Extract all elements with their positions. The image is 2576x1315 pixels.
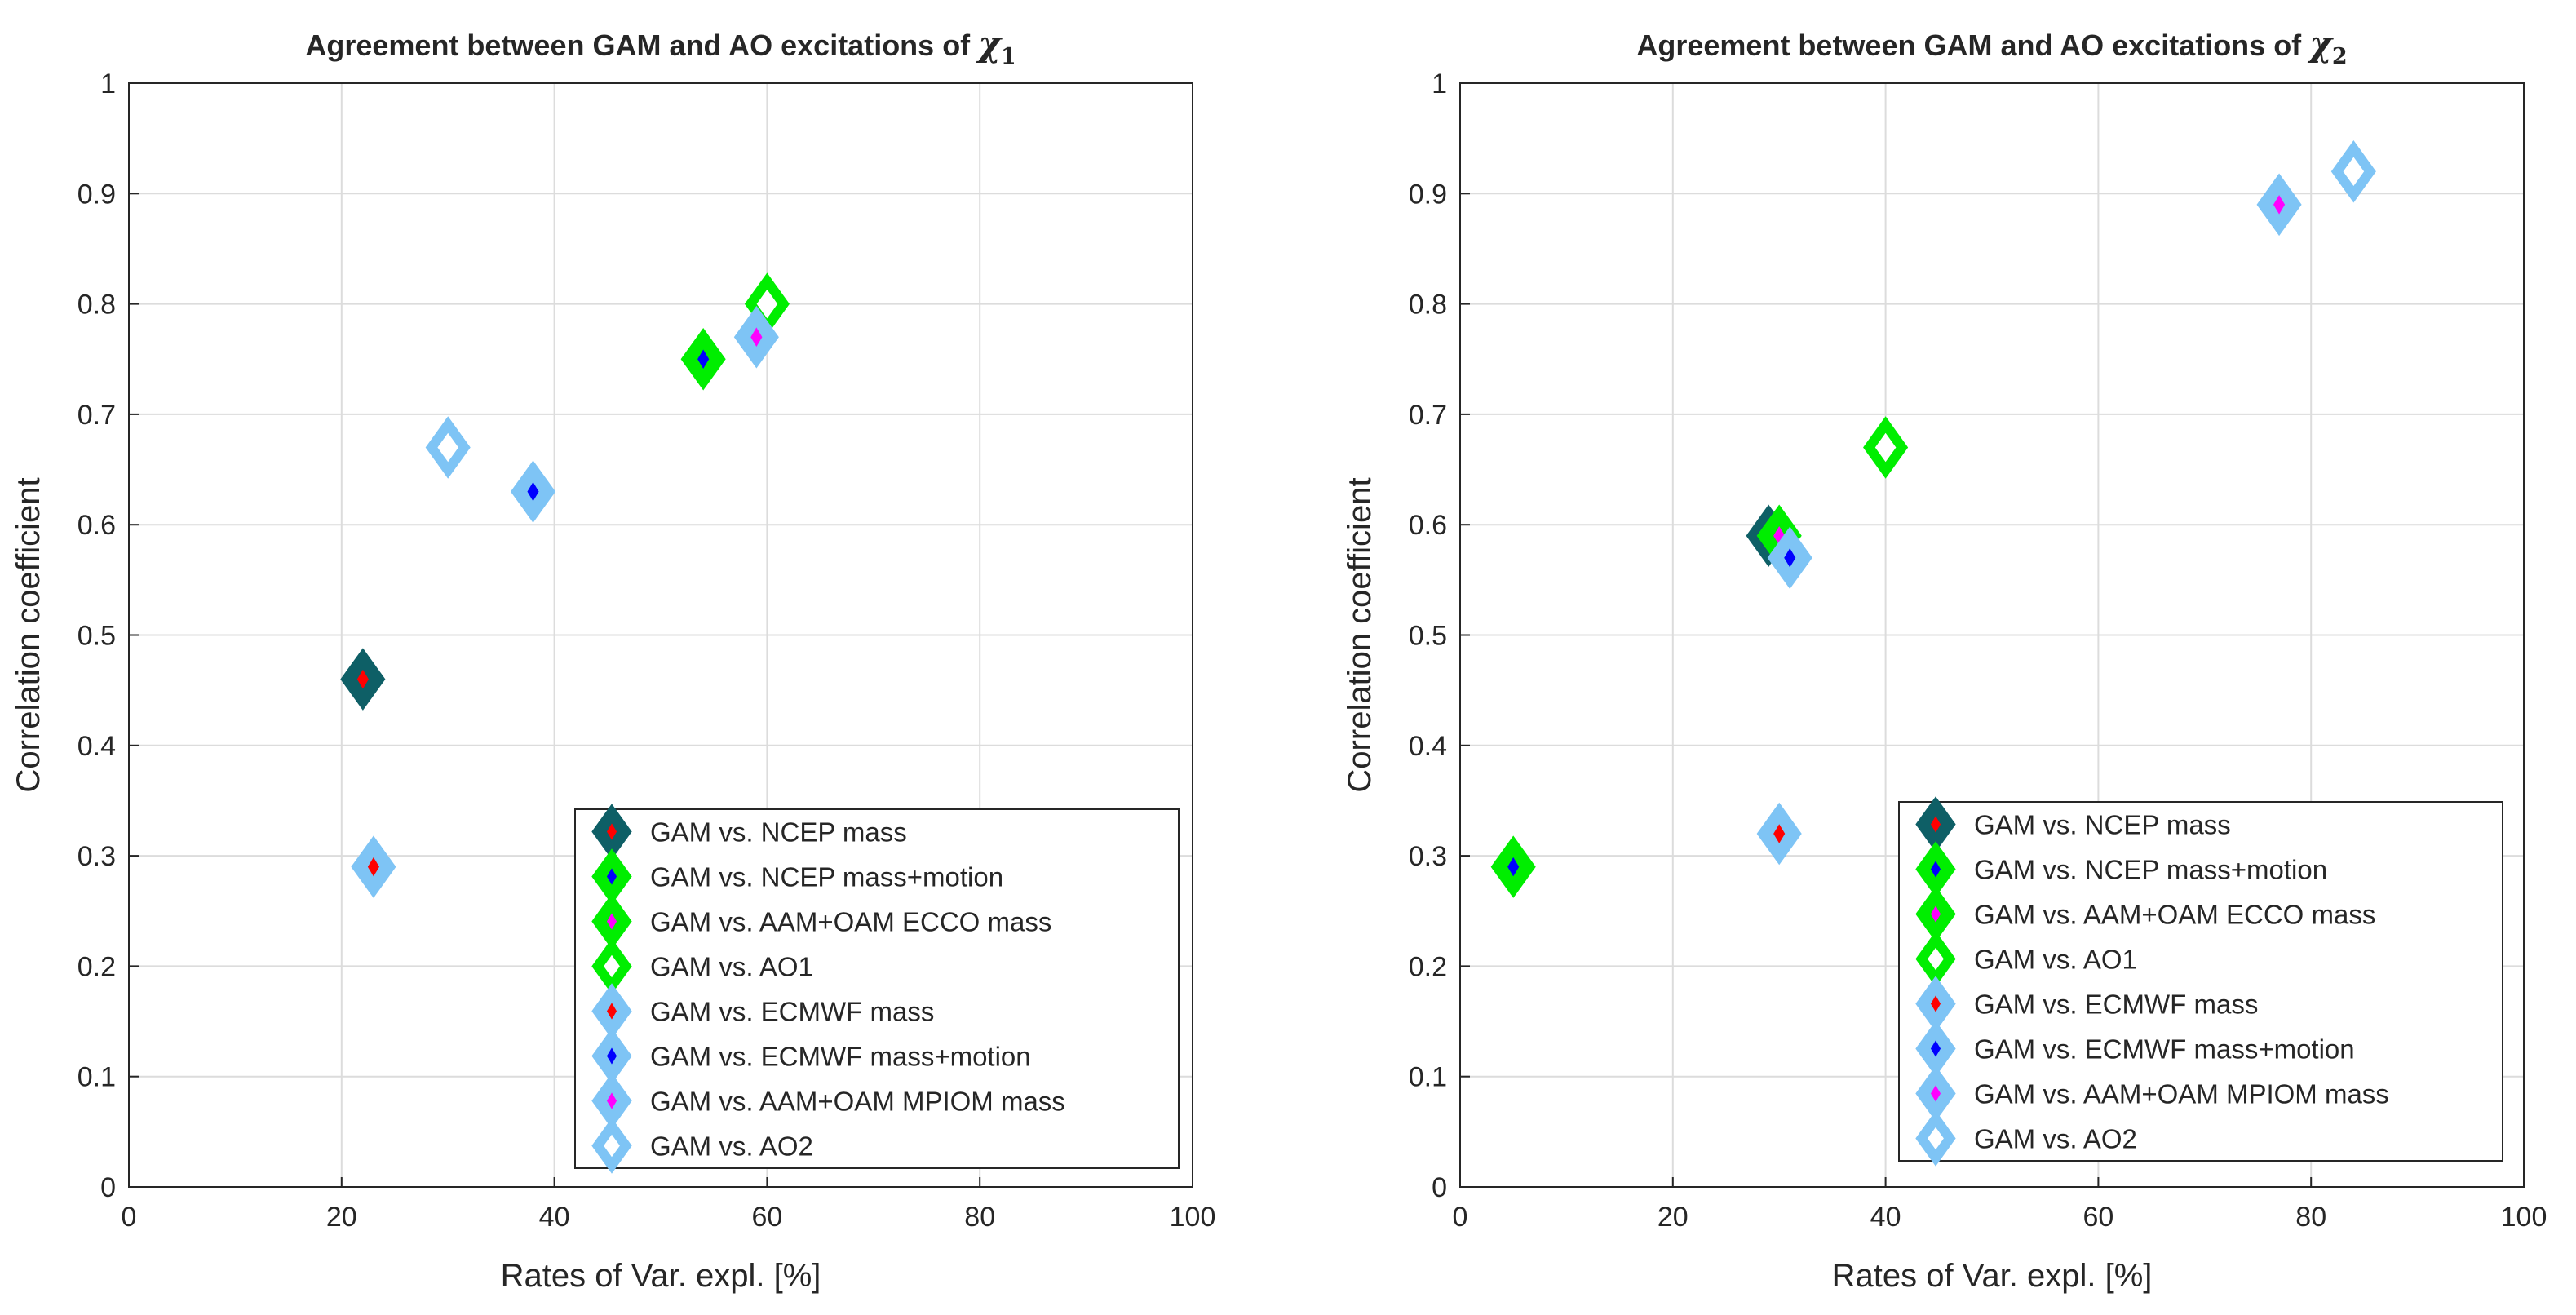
legend-label: GAM vs. AAM+OAM ECCO mass <box>650 907 1051 937</box>
legend-label: GAM vs. AAM+OAM ECCO mass <box>1974 900 2375 930</box>
y-tick-label: 0.1 <box>77 1062 116 1093</box>
axes-box <box>1459 82 2525 1188</box>
y-tick-label: 0 <box>1432 1172 1447 1203</box>
data-point-series-1-center <box>356 669 369 689</box>
y-tick-label: 0 <box>100 1172 116 1203</box>
data-point-series-5-center <box>1773 824 1786 843</box>
y-tick-label: 0.5 <box>1409 621 1447 652</box>
y-tick-label: 0.5 <box>77 621 116 652</box>
legend-box <box>574 808 1180 1169</box>
legend-marker-center <box>606 913 617 930</box>
legend-marker-center <box>1930 995 1941 1012</box>
axes-box <box>128 82 1193 1188</box>
data-point-series-6-center <box>1784 548 1796 568</box>
legend-box <box>1898 801 2503 1162</box>
y-tick-label: 0.6 <box>77 510 116 541</box>
data-point-series-2-center <box>1507 857 1520 877</box>
x-tick-label: 100 <box>2501 1202 2547 1233</box>
legend-label: GAM vs. AO2 <box>1974 1124 2137 1154</box>
chart-title: Agreement between GAM and AO excitations… <box>1636 24 2347 69</box>
y-tick-label: 0.8 <box>1409 290 1447 321</box>
legend-label: GAM vs. AAM+OAM MPIOM mass <box>650 1087 1065 1117</box>
data-point-series-7-center <box>2273 195 2286 215</box>
legend-label: GAM vs. AAM+OAM MPIOM mass <box>1974 1079 2389 1109</box>
legend-label: GAM vs. NCEP mass <box>650 817 907 848</box>
legend-marker <box>591 938 632 994</box>
y-tick-label: 0.6 <box>1409 510 1447 541</box>
y-tick-label: 0.9 <box>77 179 116 210</box>
legend-marker-center <box>606 1003 617 1020</box>
x-tick-label: 60 <box>2082 1202 2113 1233</box>
x-tick-label: 0 <box>122 1202 137 1233</box>
legend-marker-center <box>1930 816 1941 833</box>
x-axis-label: Rates of Var. expl. [%] <box>501 1258 821 1294</box>
legend-label: GAM vs. ECMWF mass+motion <box>650 1042 1031 1072</box>
legend-label: GAM vs. NCEP mass <box>1974 810 2231 840</box>
y-tick-label: 1 <box>1432 69 1447 100</box>
legend-marker <box>591 1118 632 1174</box>
legend-marker-center <box>1930 905 1941 923</box>
legend: GAM vs. NCEP mass GAM vs. NCEP mass+motio… <box>574 804 1180 1174</box>
data-point-series-8 <box>2330 139 2376 203</box>
chart-title-subscript: 1 <box>1001 44 1016 69</box>
x-tick-label: 40 <box>539 1202 570 1233</box>
legend: GAM vs. NCEP mass GAM vs. NCEP mass+motio… <box>1898 796 2503 1167</box>
y-axis-label: Correlation coefficient <box>11 477 46 792</box>
chart-title-symbol: χ <box>976 24 1003 64</box>
legend-label: GAM vs. AO1 <box>1974 945 2137 975</box>
x-tick-label: 0 <box>1453 1202 1468 1233</box>
legend-marker-center <box>1930 1040 1941 1057</box>
y-tick-label: 0.8 <box>77 290 116 321</box>
x-axis-label: Rates of Var. expl. [%] <box>1832 1258 2153 1294</box>
legend-marker-center <box>606 823 617 840</box>
y-tick-label: 0.2 <box>1409 951 1447 982</box>
y-tick-label: 0.9 <box>1409 179 1447 210</box>
y-tick-label: 0.3 <box>77 841 116 872</box>
data-point-series-8 <box>425 416 471 479</box>
data-point-series-2-center <box>697 349 710 370</box>
y-tick-label: 0.3 <box>1409 841 1447 872</box>
y-tick-label: 0.7 <box>1409 400 1447 431</box>
x-tick-label: 60 <box>751 1202 782 1233</box>
legend-marker <box>1915 1110 1956 1167</box>
legend-label: GAM vs. AO1 <box>650 952 813 982</box>
legend-label: GAM vs. AO2 <box>650 1131 813 1162</box>
x-tick-label: 80 <box>964 1202 995 1233</box>
x-tick-label: 40 <box>1870 1202 1901 1233</box>
x-tick-label: 20 <box>1658 1202 1689 1233</box>
chart-panel-1: 0 20 40 60 80 100 0 0.1 0.2 0.3 0.4 0.5 0.6 0.7 0.8 0.9… <box>11 24 1215 1294</box>
data-point-series-4 <box>1863 416 1909 479</box>
legend-marker-center <box>606 1047 617 1065</box>
x-tick-label: 100 <box>1170 1202 1216 1233</box>
data-point-series-7-center <box>750 327 763 347</box>
legend-marker-center <box>1930 861 1941 878</box>
legend-marker-center <box>606 1092 617 1109</box>
y-tick-label: 0.1 <box>1409 1062 1447 1093</box>
x-tick-label: 20 <box>326 1202 357 1233</box>
legend-label: GAM vs. NCEP mass+motion <box>650 862 1003 892</box>
legend-label: GAM vs. NCEP mass+motion <box>1974 855 2327 885</box>
y-tick-label: 0.2 <box>77 951 116 982</box>
legend-label: GAM vs. ECMWF mass <box>1974 990 2258 1020</box>
chart-title-symbol: χ <box>2307 24 2334 64</box>
legend-marker-center <box>606 868 617 885</box>
chart-title-text: Agreement between GAM and AO excitations… <box>1636 29 2309 62</box>
chart-panel-2: 0 20 40 60 80 100 0 0.1 0.2 0.3 0.4 0.5 0.6 0.7 0.8 0.9… <box>1342 24 2547 1294</box>
chart-title-text: Agreement between GAM and AO excitations… <box>305 29 978 62</box>
chart-title: Agreement between GAM and AO excitations… <box>305 24 1016 69</box>
legend-label: GAM vs. ECMWF mass+motion <box>1974 1034 2355 1065</box>
chart-title-subscript: 2 <box>2332 44 2348 69</box>
y-axis-label: Correlation coefficient <box>1342 477 1378 792</box>
y-tick-label: 0.4 <box>77 731 116 762</box>
x-tick-label: 80 <box>2295 1202 2326 1233</box>
y-tick-label: 1 <box>100 69 116 100</box>
legend-label: GAM vs. ECMWF mass <box>650 997 934 1027</box>
y-tick-label: 0.4 <box>1409 731 1447 762</box>
data-point-series-5-center <box>367 857 379 877</box>
legend-marker-center <box>1930 1085 1941 1102</box>
data-point-series-6-center <box>527 481 539 502</box>
y-tick-label: 0.7 <box>77 400 116 431</box>
legend-marker <box>1915 931 1956 987</box>
